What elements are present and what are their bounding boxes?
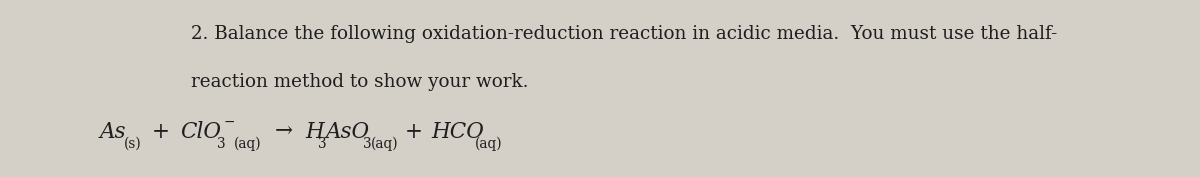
Text: 3: 3 xyxy=(217,137,226,151)
Text: 3: 3 xyxy=(364,137,372,151)
Text: HCO: HCO xyxy=(431,121,484,143)
Text: −: − xyxy=(224,115,235,129)
Text: As: As xyxy=(100,121,126,143)
Text: +: + xyxy=(406,121,424,143)
Text: (s): (s) xyxy=(124,137,142,151)
Text: 3: 3 xyxy=(318,137,326,151)
Text: ClO: ClO xyxy=(180,121,221,143)
Text: (aq): (aq) xyxy=(475,137,503,151)
Text: →: → xyxy=(275,121,293,143)
Text: H: H xyxy=(305,121,324,143)
Text: 2. Balance the following oxidation-reduction reaction in acidic media.  You must: 2. Balance the following oxidation-reduc… xyxy=(191,25,1057,43)
Text: AsO: AsO xyxy=(326,121,370,143)
Text: (aq): (aq) xyxy=(234,137,262,151)
Text: reaction method to show your work.: reaction method to show your work. xyxy=(191,73,528,91)
Text: +: + xyxy=(152,121,170,143)
Text: (aq): (aq) xyxy=(371,137,398,151)
